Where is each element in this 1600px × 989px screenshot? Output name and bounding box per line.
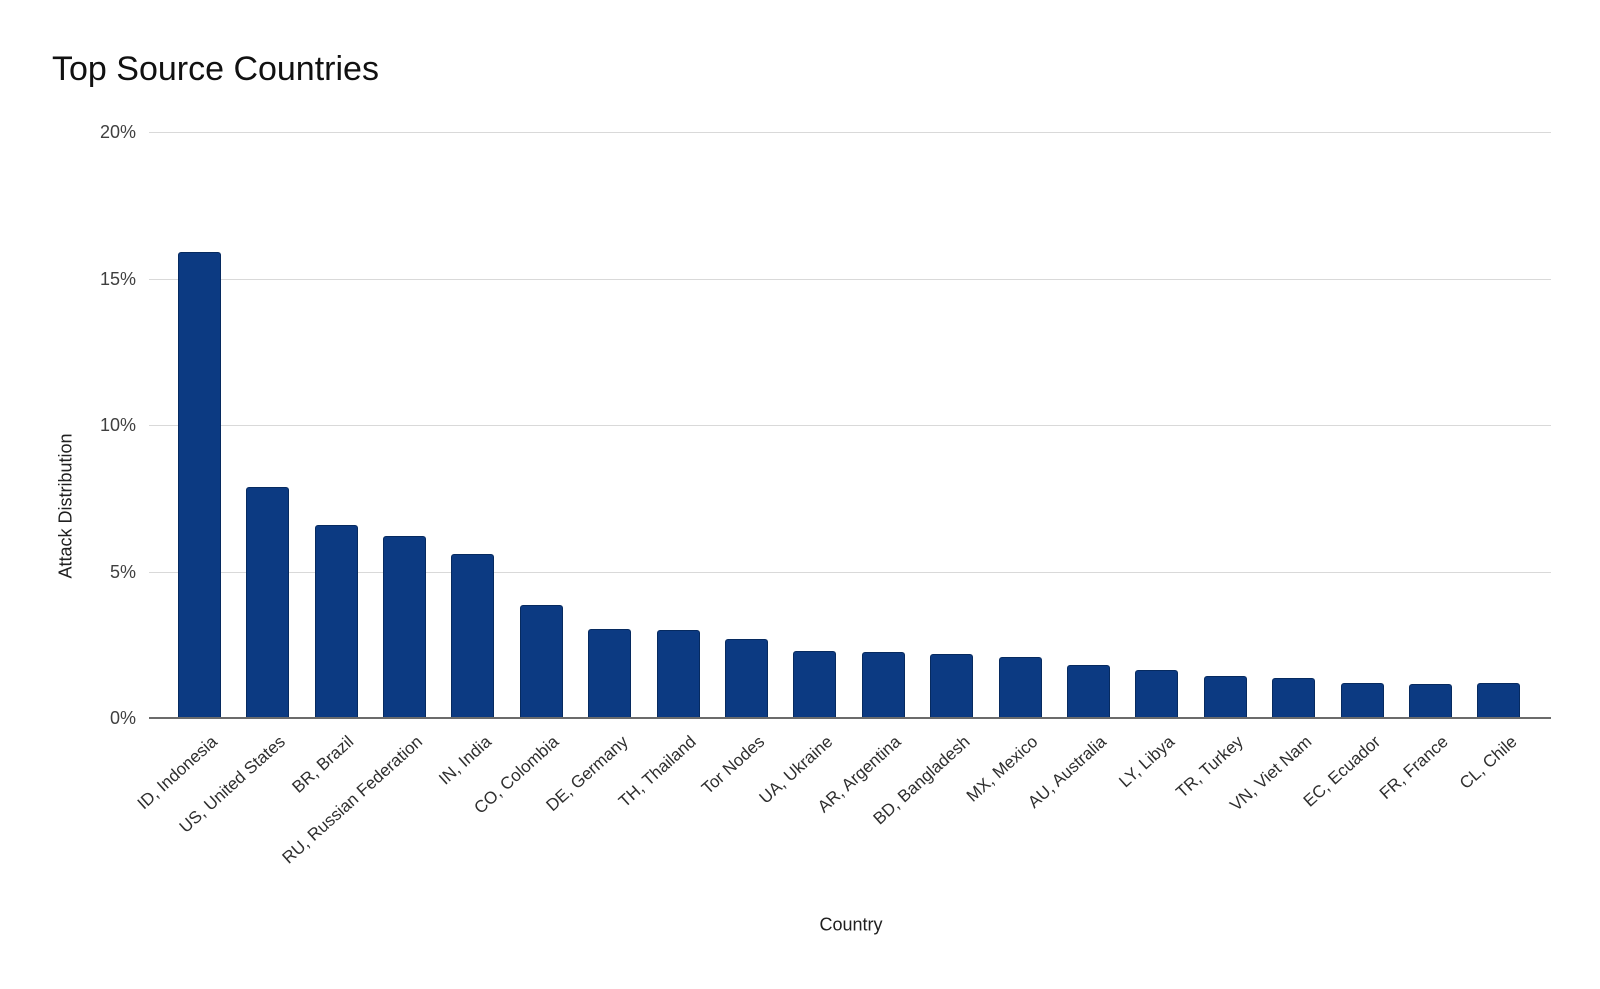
y-axis-title: Attack Distribution	[55, 433, 76, 579]
x-tick-label: BR, Brazil	[288, 732, 358, 797]
x-axis-line	[149, 717, 1551, 719]
bar[interactable]	[1203, 675, 1247, 718]
chart-title: Top Source Countries	[52, 50, 379, 88]
bar[interactable]	[314, 524, 358, 718]
y-tick-label: 15%	[99, 268, 136, 289]
x-tick-label: RU, Russian Federation	[278, 732, 427, 868]
x-tick-label: CL, Chile	[1455, 732, 1521, 793]
bar[interactable]	[998, 656, 1042, 718]
y-tick-label: 20%	[99, 122, 136, 142]
x-axis-title: Country	[819, 914, 883, 935]
x-tick-label: LY, Libya	[1115, 732, 1179, 792]
bar[interactable]	[724, 638, 768, 718]
y-tick-label: 10%	[99, 415, 136, 435]
x-tick-label: FR, France	[1376, 732, 1453, 804]
gridline	[149, 425, 1551, 426]
bar[interactable]	[1272, 678, 1316, 718]
y-tick-label: 0%	[109, 708, 136, 728]
bar[interactable]	[1066, 665, 1110, 718]
bar[interactable]	[588, 628, 632, 718]
gridline	[149, 132, 1551, 133]
x-tick-label: IN, India	[434, 732, 495, 789]
bar[interactable]	[1408, 684, 1452, 718]
bar[interactable]	[451, 553, 495, 718]
bar[interactable]	[246, 486, 290, 718]
y-tick-label: 5%	[109, 561, 136, 582]
bar[interactable]	[793, 650, 837, 718]
bar[interactable]	[1340, 682, 1384, 718]
gridline	[149, 278, 1551, 280]
bar[interactable]	[930, 653, 974, 718]
bar[interactable]	[177, 252, 221, 718]
plot-area: 0% 5% 10% 15% 20% ID, Indonesia US, United Sta…	[100, 122, 1551, 868]
gridline	[149, 571, 1551, 573]
bar[interactable]	[519, 605, 563, 718]
bar[interactable]	[1135, 669, 1179, 718]
bar[interactable]	[861, 652, 905, 718]
x-tick-label: Tor Nodes	[697, 732, 769, 798]
bar[interactable]	[1477, 682, 1521, 718]
bar[interactable]	[382, 536, 426, 718]
bar[interactable]	[656, 630, 700, 718]
